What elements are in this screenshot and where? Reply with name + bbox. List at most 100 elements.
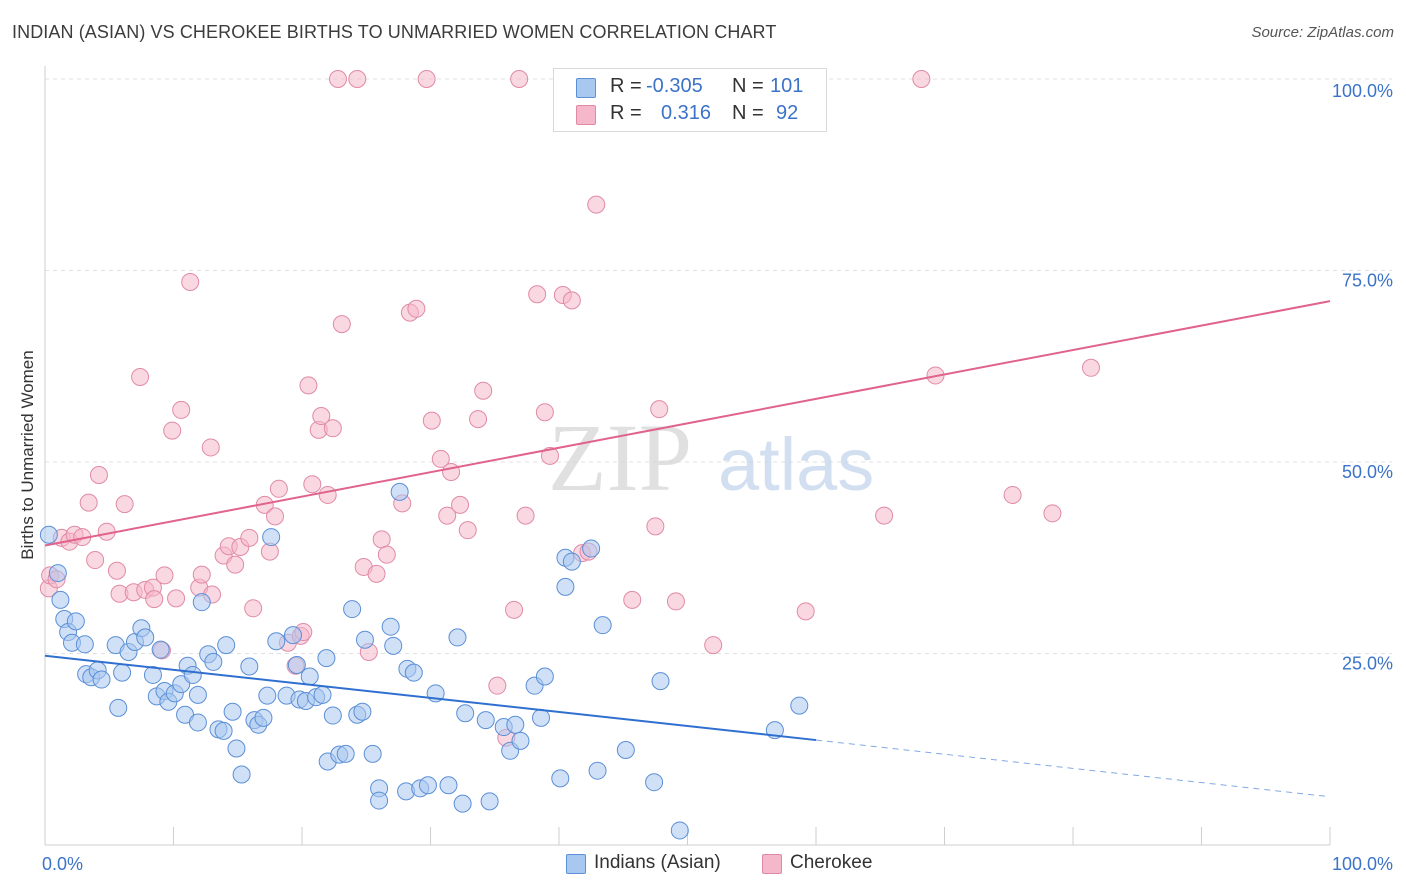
- cherokee-point: [323, 419, 342, 438]
- cherokee-point: [458, 521, 477, 540]
- cherokee-point: [442, 462, 461, 481]
- indians-point: [343, 600, 362, 619]
- chart-title: INDIAN (ASIAN) VS CHEROKEE BIRTHS TO UNM…: [12, 22, 777, 42]
- cherokee-point: [666, 592, 685, 611]
- cherokee-point: [377, 545, 396, 564]
- cherokee-point: [541, 446, 560, 465]
- cherokee-point: [646, 517, 665, 536]
- cherokee-point: [516, 506, 535, 525]
- cherokee-point: [86, 551, 105, 570]
- legend-row-cherokee: R = 0.316 N = 92: [554, 100, 826, 126]
- cherokee-point: [510, 70, 529, 88]
- legend-r-label: R =: [610, 102, 642, 124]
- y-tick-label: 50.0%: [1342, 462, 1393, 482]
- y-tick-label: 100.0%: [1332, 81, 1393, 101]
- indians-point: [323, 706, 342, 725]
- legend-swatch-pink: [576, 105, 596, 125]
- cherokee-point: [79, 493, 98, 512]
- cherokee-point: [312, 407, 331, 426]
- cherokee-trend-line: [44, 300, 1331, 547]
- indians-point: [232, 765, 251, 784]
- x-tick-label: 0.0%: [42, 854, 83, 874]
- indians-point: [39, 525, 58, 544]
- indians-point: [562, 552, 581, 571]
- watermark: ZIP atlas: [548, 404, 874, 511]
- cherokee-point: [650, 400, 669, 419]
- cherokee-point: [1043, 504, 1062, 523]
- cherokee-point: [303, 475, 322, 494]
- indians-point: [645, 773, 664, 792]
- indians-point: [143, 665, 162, 684]
- cherokee-point: [505, 600, 524, 619]
- data-points: [39, 70, 1100, 840]
- indians-point: [240, 657, 259, 676]
- indians-point: [183, 665, 202, 684]
- indians-point: [593, 616, 612, 635]
- indians-point: [262, 528, 281, 547]
- indians-point: [551, 769, 570, 788]
- indians-point: [456, 704, 475, 723]
- indians-point: [284, 626, 303, 645]
- series-swatch-blue: [566, 854, 586, 874]
- legend-row-indians: R = -0.305 N = 101: [554, 73, 826, 99]
- legend-swatch-blue: [576, 78, 596, 98]
- watermark-atlas: atlas: [718, 423, 874, 506]
- indians-point: [535, 667, 554, 686]
- indians-point: [384, 636, 403, 655]
- legend-n-value: 101: [770, 75, 804, 97]
- cherokee-point: [201, 438, 220, 457]
- indians-point: [790, 696, 809, 715]
- indians-point: [188, 685, 207, 704]
- legend-n-label: N =: [732, 75, 764, 97]
- cherokee-point: [535, 403, 554, 422]
- cherokee-point: [167, 589, 186, 608]
- cherokee-point: [299, 376, 318, 395]
- cherokee-point: [407, 299, 426, 318]
- cherokee-point: [431, 449, 450, 468]
- cherokee-point: [469, 410, 488, 429]
- indians-point: [381, 617, 400, 636]
- indians-point: [453, 794, 472, 813]
- indians-point: [300, 667, 319, 686]
- cherokee-point: [181, 272, 200, 291]
- cherokee-point: [372, 530, 391, 549]
- y-axis-label: Births to Unmarried Women: [18, 350, 37, 560]
- correlation-legend: R = -0.305 N = 101 R = 0.316 N = 92: [553, 68, 827, 132]
- x-tick-label: 100.0%: [1332, 854, 1393, 874]
- axes: [44, 66, 1331, 846]
- indians-point: [404, 663, 423, 682]
- indians-point: [506, 715, 525, 734]
- watermark-zip: ZIP: [548, 404, 692, 511]
- cherokee-point: [226, 555, 245, 574]
- cherokee-point: [1081, 358, 1100, 377]
- cherokee-point: [244, 599, 263, 618]
- indians-point: [214, 721, 233, 740]
- indians-point: [188, 713, 207, 732]
- cherokee-point: [704, 636, 723, 655]
- indians-point: [92, 670, 111, 689]
- cherokee-point: [1003, 485, 1022, 504]
- indians-point: [353, 702, 372, 721]
- indians-point: [511, 731, 530, 750]
- cherokee-point: [266, 507, 285, 526]
- y-tick-label: 75.0%: [1342, 271, 1393, 291]
- trend-lines: [44, 300, 1331, 798]
- cherokee-point: [451, 495, 470, 514]
- cherokee-point: [240, 528, 259, 547]
- cherokee-point: [474, 381, 493, 400]
- indians-point: [532, 708, 551, 727]
- indians-point: [651, 672, 670, 691]
- series-swatch-pink: [762, 854, 782, 874]
- cherokee-point: [796, 602, 815, 621]
- cherokee-point: [367, 564, 386, 583]
- indians-point: [556, 577, 575, 596]
- legend-n-label: N =: [732, 102, 764, 124]
- indians-point: [136, 628, 155, 647]
- legend-r-value: -0.305: [646, 75, 703, 97]
- indians-point: [582, 539, 601, 558]
- cherokee-point: [131, 367, 150, 386]
- indians-point: [66, 612, 85, 631]
- cherokee-point: [587, 195, 606, 214]
- indians-point: [254, 708, 273, 727]
